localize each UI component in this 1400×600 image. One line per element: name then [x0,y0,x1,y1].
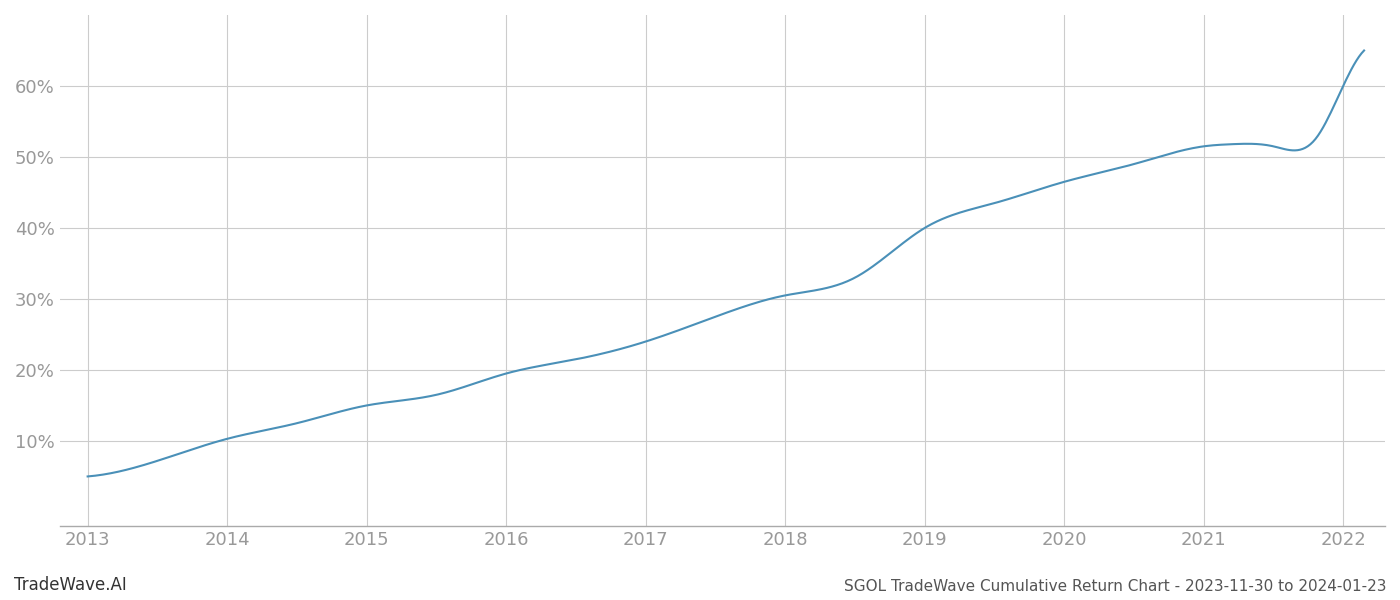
Text: SGOL TradeWave Cumulative Return Chart - 2023-11-30 to 2024-01-23: SGOL TradeWave Cumulative Return Chart -… [843,579,1386,594]
Text: TradeWave.AI: TradeWave.AI [14,576,127,594]
